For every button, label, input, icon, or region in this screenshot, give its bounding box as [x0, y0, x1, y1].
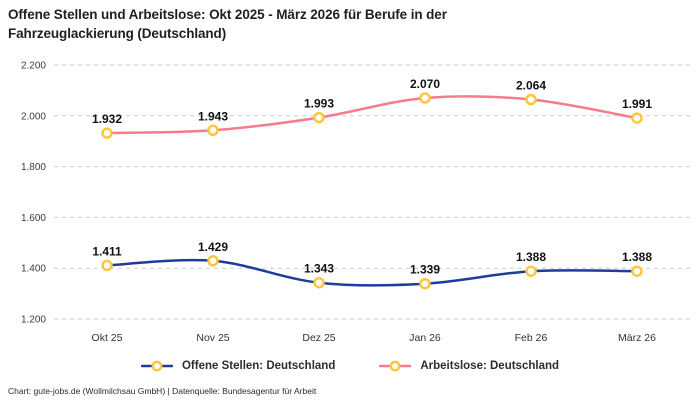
legend-swatch-offene-stellen-deutschland: [140, 360, 173, 372]
data-label-arbeitslose-deutschland: 2.070: [410, 77, 440, 91]
series-line-arbeitslose-deutschland: [105, 95, 639, 135]
chart-title-line-1: Offene Stellen und Arbeitslose: Okt 2025…: [8, 7, 447, 22]
data-label-arbeitslose-deutschland: 1.991: [622, 97, 652, 111]
x-tick-label: Okt 25: [92, 332, 123, 344]
data-point-marker-offene-stellen-deutschland: [313, 276, 325, 289]
data-label-offene-stellen-deutschland: 1.429: [198, 240, 228, 254]
x-tick-label: Feb 26: [515, 332, 548, 344]
data-point-marker-offene-stellen-deutschland: [207, 255, 219, 267]
data-label-offene-stellen-deutschland: 1.339: [410, 263, 440, 277]
y-tick-label: 1.600: [21, 213, 46, 224]
data-label-arbeitslose-deutschland: 1.943: [198, 109, 228, 123]
chart-source-credit: Chart: gute-jobs.de (Wollmilchsau GmbH) …: [8, 386, 317, 396]
y-tick-label: 1.800: [21, 162, 46, 173]
y-tick-label: 2.200: [21, 61, 46, 72]
legend-item-arbeitslose-deutschland[interactable]: Arbeitslose: Deutschland: [379, 360, 559, 372]
x-tick-label: Dez 25: [302, 332, 335, 344]
x-tick-label: März 26: [618, 332, 656, 344]
data-point-marker-offene-stellen-deutschland: [419, 277, 431, 290]
data-point-marker-arbeitslose-deutschland: [419, 92, 431, 104]
data-point-marker-offene-stellen-deutschland: [631, 265, 643, 277]
series-line-offene-stellen-deutschland: [105, 258, 639, 287]
data-label-offene-stellen-deutschland: 1.388: [516, 250, 546, 264]
legend-swatch-arbeitslose-deutschland: [379, 360, 412, 372]
data-point-marker-arbeitslose-deutschland: [525, 93, 537, 106]
line-chart-plot-area: 1.200 1.400 1.600 1.800 2.000 2.200 Okt 25 Nov …: [21, 61, 690, 344]
legend-label-arbeitslose-deutschland: Arbeitslose: Deutschland: [420, 360, 560, 372]
chart-title-line-2: Fahrzeuglackierung (Deutschland): [8, 26, 227, 42]
data-label-offene-stellen-deutschland: 1.343: [304, 262, 334, 276]
y-tick-label: 2.000: [21, 111, 46, 122]
legend-label-offene-stellen-deutschland: Offene Stellen: Deutschland: [181, 360, 336, 372]
data-point-marker-arbeitslose-deutschland: [101, 127, 113, 139]
chart-legend: Offene Stellen: Deutschland Arbeitslose: …: [0, 356, 700, 376]
data-point-marker-offene-stellen-deutschland: [101, 259, 113, 272]
y-tick-label: 1.400: [21, 264, 46, 275]
data-label-arbeitslose-deutschland: 2.064: [516, 79, 546, 93]
data-label-offene-stellen-deutschland: 1.388: [622, 250, 652, 264]
data-label-arbeitslose-deutschland: 1.993: [304, 97, 334, 111]
y-tick-label: 1.200: [21, 315, 46, 326]
data-point-marker-offene-stellen-deutschland: [525, 265, 537, 277]
data-label-offene-stellen-deutschland: 1.411: [92, 244, 122, 258]
data-point-marker-arbeitslose-deutschland: [313, 111, 325, 124]
data-point-marker-arbeitslose-deutschland: [631, 112, 643, 124]
x-tick-label: Nov 25: [196, 332, 229, 344]
x-tick-label: Jan 26: [409, 332, 441, 344]
data-point-marker-arbeitslose-deutschland: [207, 124, 219, 137]
data-label-arbeitslose-deutschland: 1.932: [92, 112, 122, 126]
chart-title: Offene Stellen und Arbeitslose: Okt 2025…: [8, 5, 648, 43]
legend-item-offene-stellen-deutschland[interactable]: Offene Stellen: Deutschland: [140, 360, 336, 372]
